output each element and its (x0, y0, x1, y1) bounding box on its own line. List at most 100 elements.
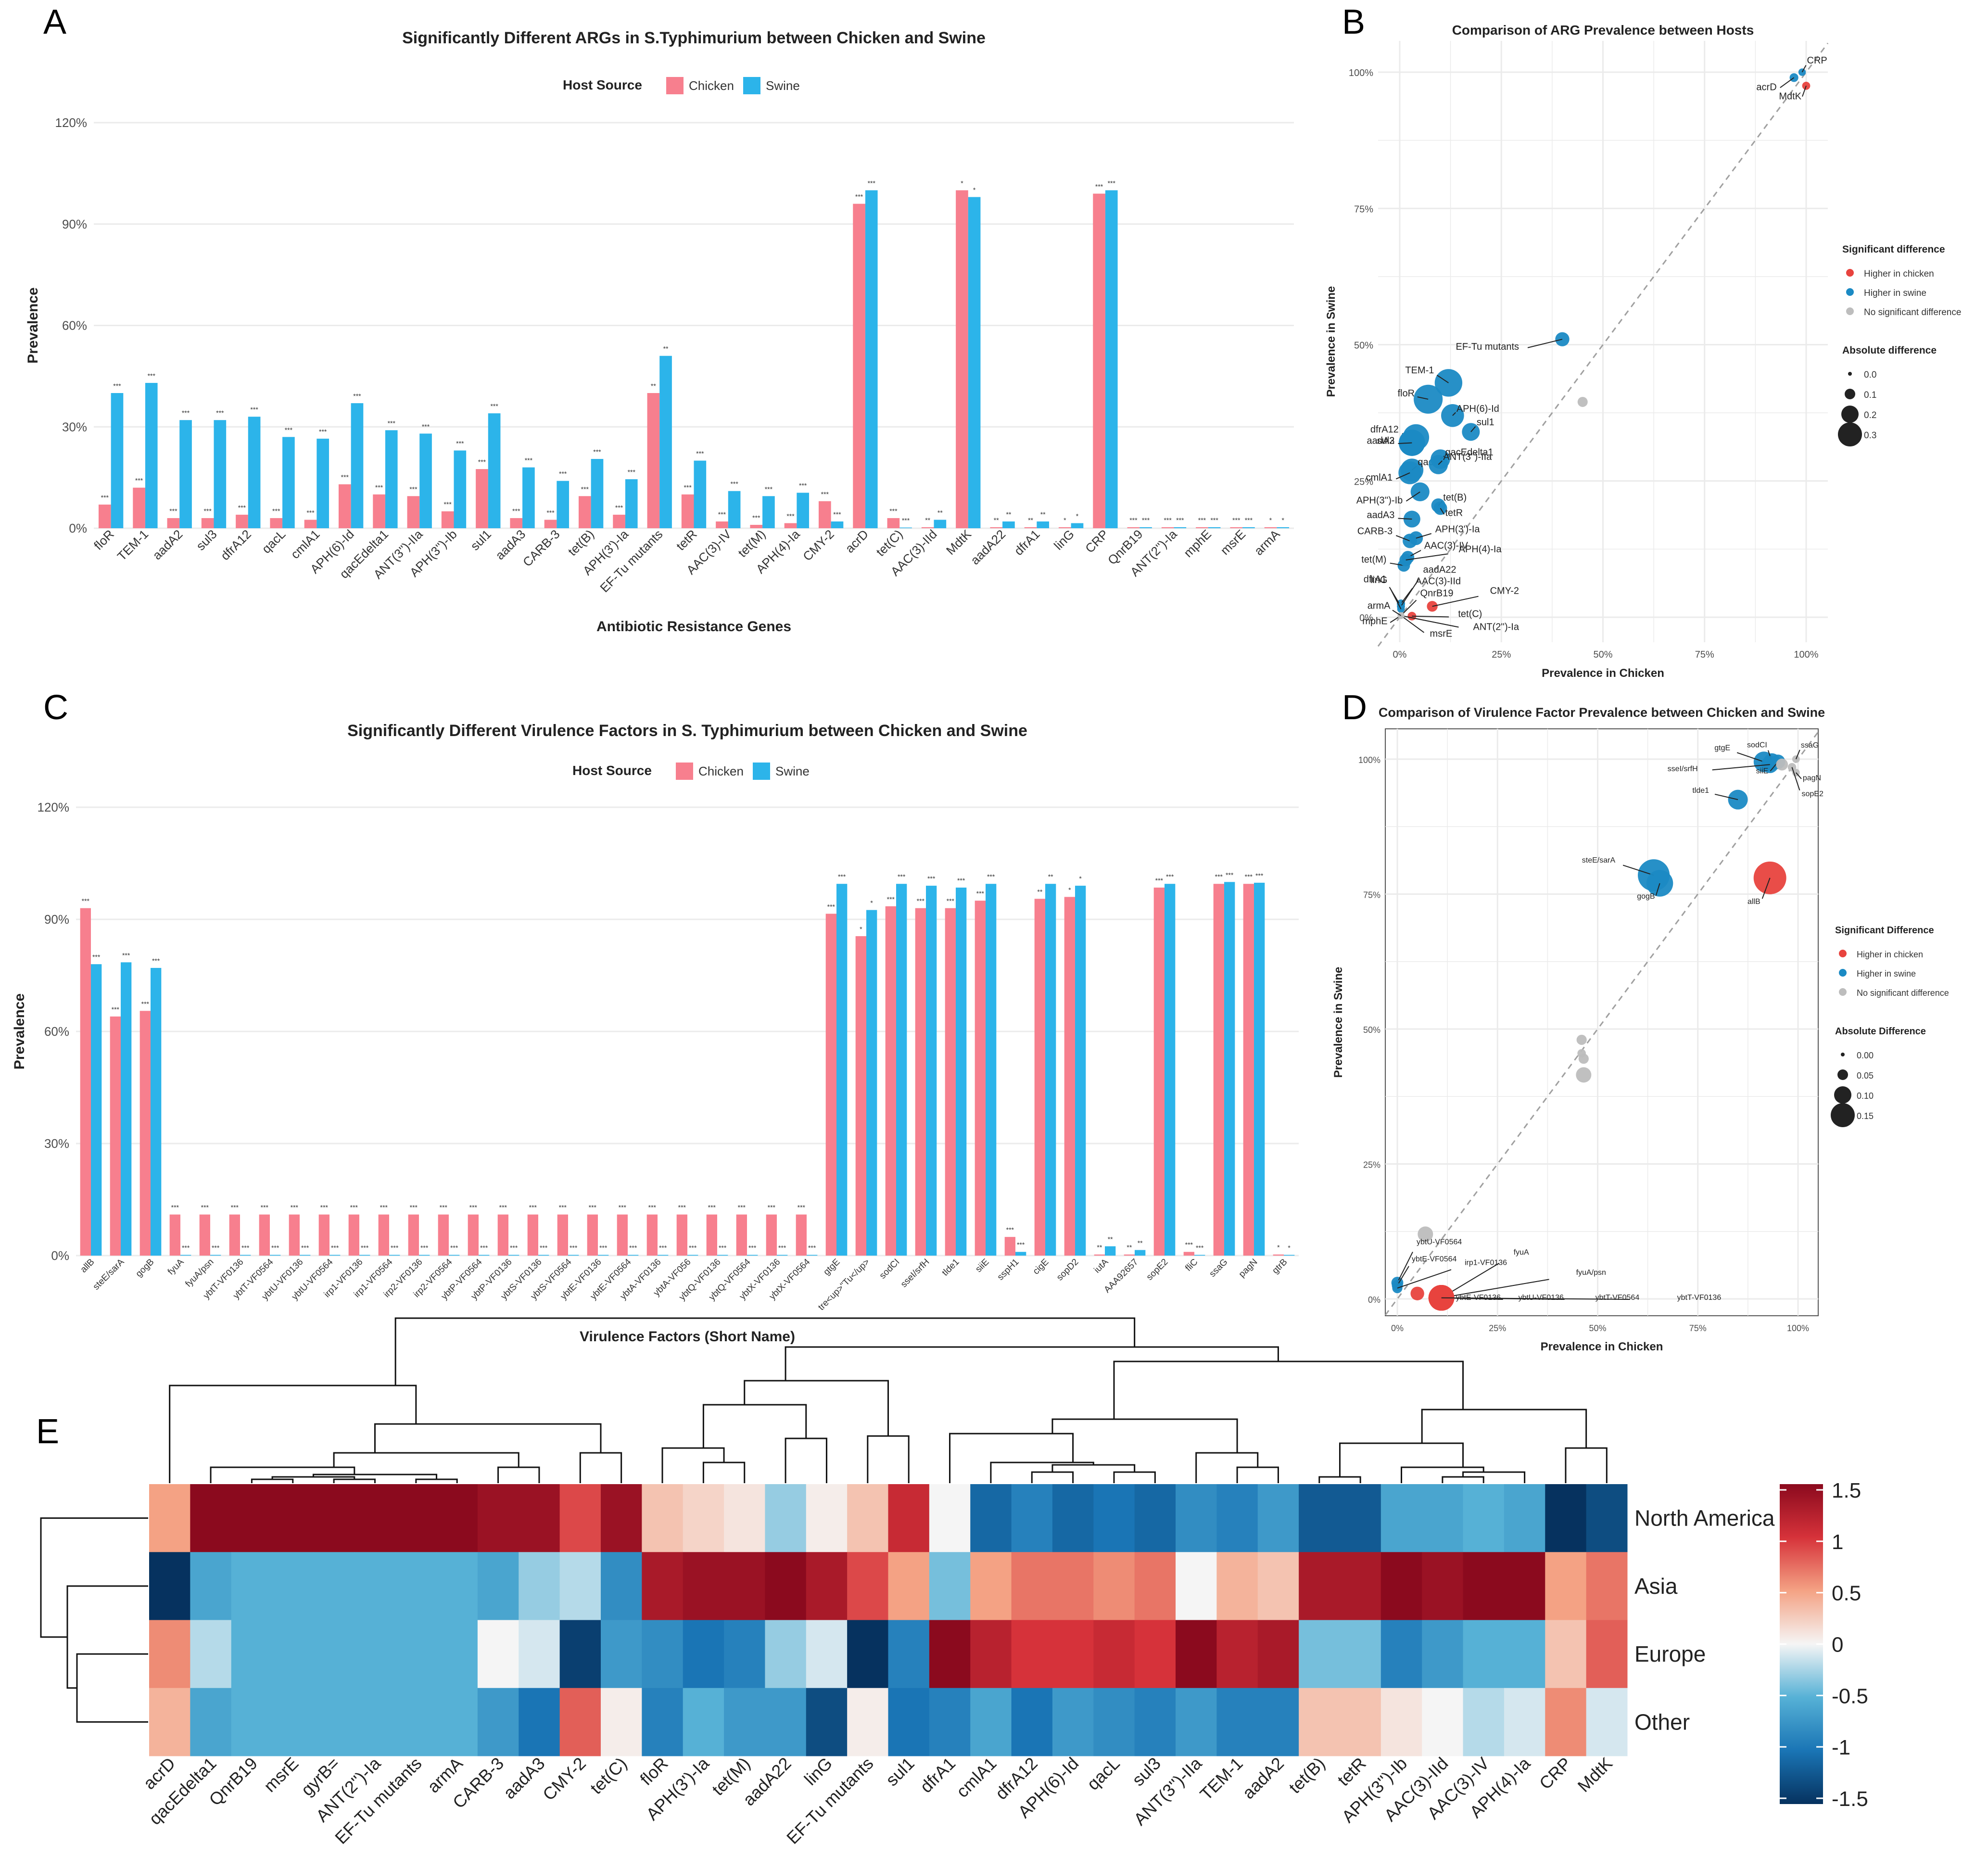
sig-label-chicken: ** (994, 516, 999, 524)
heatmap-cell (1299, 1620, 1340, 1689)
heatmap-cell (149, 1688, 190, 1756)
bar-swine-stee-sara (121, 962, 132, 1256)
point-label: APH(6)-Id (1456, 404, 1499, 414)
heatmap-cell (683, 1484, 724, 1552)
heatmap-cell (1216, 1688, 1258, 1756)
bar-swine-ybte-vf0136 (598, 1255, 609, 1256)
point-label: QnrB19 (1420, 588, 1454, 599)
bar-chicken-ybtq-vf0564 (736, 1214, 747, 1256)
bar-chicken-dfra12 (236, 514, 248, 528)
bar-chicken-sul3 (201, 518, 214, 528)
x-tick-label: 0% (1391, 1323, 1404, 1333)
heatmap-cell (1545, 1620, 1587, 1689)
legend-size-label: 0.3 (1864, 431, 1876, 441)
x-tick-label: 75% (1695, 649, 1714, 660)
bar-swine-acrd (865, 190, 878, 528)
bar-chicken-flor (98, 504, 111, 528)
heatmap-cell (190, 1620, 232, 1689)
bar-chicken-ant-2-ia (1161, 527, 1174, 528)
legend-color-label: No significant difference (1864, 307, 1961, 318)
bar-chicken-aada3 (510, 518, 523, 528)
bar-chicken-gogb (139, 1011, 151, 1256)
bar-chicken-siie (975, 901, 986, 1256)
sig-label-chicken: *** (619, 1204, 627, 1211)
bar-swine-tlde1 (956, 887, 967, 1256)
sig-label-chicken: * (1064, 516, 1066, 524)
legend-color-label: Higher in chicken (1864, 269, 1934, 279)
bar-swine-ant-3-iia (419, 433, 432, 528)
sig-label-swine: *** (113, 382, 121, 390)
bar-swine-cige (1045, 884, 1056, 1256)
heatmap-cell (436, 1484, 478, 1552)
point-label: ANT(2'')-Ia (1473, 622, 1519, 633)
heatmap-cell (888, 1620, 930, 1689)
point-label-leader (1395, 535, 1410, 542)
point-label-leader (1397, 1269, 1452, 1289)
bar-chicken-aada22 (990, 527, 1003, 528)
bar-swine-gtrb (1284, 1255, 1295, 1256)
bar-chicken-flic (1183, 1252, 1194, 1256)
point-unlabeled (1776, 758, 1788, 771)
sig-label-chicken: *** (1095, 183, 1103, 191)
bar-chicken-irp2-vf0564 (438, 1214, 449, 1256)
heatmap-cell (600, 1552, 642, 1620)
heatmap-cell (559, 1484, 601, 1552)
bar-chicken-tet-m (750, 524, 763, 528)
sig-label-chicken: *** (752, 514, 760, 521)
heatmap-cell (765, 1552, 807, 1620)
point-label-leader (1398, 442, 1412, 445)
bar-chicken-ssei-srfh (915, 908, 926, 1256)
heatmap-cell (847, 1484, 888, 1552)
bar-swine-aada3 (522, 467, 535, 528)
bar-swine-ybtu-vf0136 (300, 1255, 311, 1256)
heatmap-cell (847, 1620, 888, 1689)
bar-chicken-sodci (885, 906, 896, 1256)
sig-label-chicken: *** (1232, 516, 1241, 524)
point-label-leader (1622, 864, 1654, 876)
sig-label-swine: *** (456, 439, 464, 447)
x-axis-label: Antibiotic Resistance Genes (596, 619, 791, 635)
sig-label-chicken: *** (291, 1204, 299, 1211)
heatmap-cell (929, 1688, 971, 1756)
bar-swine-allb (91, 964, 102, 1256)
point-label: MdtK (1779, 91, 1801, 102)
bar-chicken-arma (1264, 527, 1277, 528)
sig-label-swine: *** (182, 409, 190, 417)
bar-chicken-ling (1058, 527, 1071, 528)
legend-color-dot (1839, 950, 1847, 957)
heatmap-cell (1134, 1620, 1176, 1689)
point-label: CMY-2 (1490, 585, 1519, 596)
heatmap-cell (1216, 1552, 1258, 1620)
sig-label-chicken: * (1269, 516, 1272, 524)
heatmap-cell (190, 1552, 232, 1620)
sig-label-swine: *** (1196, 1244, 1204, 1251)
sig-label-swine: *** (599, 1244, 608, 1251)
sig-label-chicken: *** (718, 510, 726, 518)
point-label-leader (1780, 77, 1795, 88)
heatmap-cell (436, 1688, 478, 1756)
heatmap-cell (683, 1552, 724, 1620)
legend-title: Host Source (572, 763, 652, 778)
heatmap-cell (354, 1688, 396, 1756)
y-tick-label: 0% (51, 1248, 69, 1263)
bar-chicken-ssag (1213, 884, 1224, 1256)
heatmap-cell (806, 1688, 848, 1756)
heatmap-cell (970, 1620, 1012, 1689)
bar-chicken-gtge (825, 914, 836, 1256)
chart-title: Comparison of Virulence Factor Prevalenc… (1379, 705, 1825, 720)
bar-chicken-qacedelta1 (373, 494, 385, 528)
legend-size-title: Absolute Difference (1835, 1026, 1926, 1037)
point-label-leader (1795, 750, 1800, 760)
bar-chicken-tem-1 (133, 487, 145, 528)
y-tick-label: 60% (62, 318, 87, 333)
sig-label-swine: *** (182, 1244, 190, 1251)
sig-label-swine: *** (808, 1244, 816, 1251)
bar-chicken-ssph1 (1004, 1237, 1015, 1256)
heatmap-cell (1011, 1688, 1053, 1756)
x-tick-label: 100% (1794, 649, 1818, 660)
bar-chicken-allb (80, 908, 91, 1256)
sig-label-swine: *** (285, 426, 293, 433)
heatmap-cell (231, 1688, 273, 1756)
legend-color-label: Higher in swine (1864, 288, 1926, 298)
bar-chicken-tet-c (887, 518, 900, 528)
